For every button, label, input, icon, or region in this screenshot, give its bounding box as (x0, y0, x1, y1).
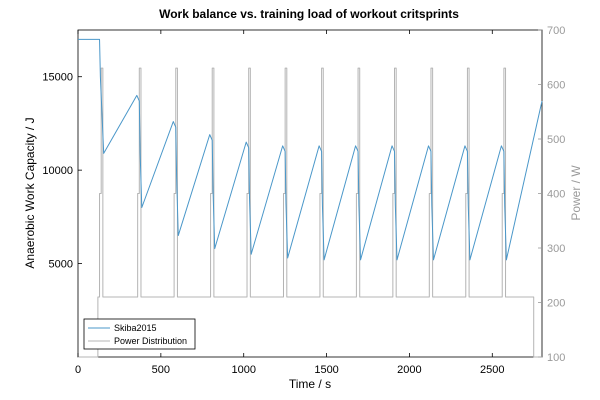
y-tick-label: 15000 (42, 72, 73, 84)
y2-axis-label: Power / W (569, 165, 583, 221)
y-axis-right: 100 200 300 400 500 600 700 (538, 25, 565, 364)
x-axis-label: Time / s (289, 377, 331, 391)
series-line-power-distribution (78, 67, 542, 358)
y-axis-label: Anaerobic Work Capacity / J (23, 117, 37, 268)
y-tick-label: 10000 (42, 165, 73, 177)
plot-frame (77, 29, 543, 358)
x-axis: 0 500 1000 1500 2000 2500 (75, 30, 505, 376)
series-line-skiba2015 (78, 38, 543, 261)
chart-title: Work balance vs. training load of workou… (159, 7, 459, 21)
y-axis-left: 5000 10000 15000 (42, 72, 82, 271)
x-tick-label: 500 (152, 364, 170, 376)
series-layer (78, 38, 543, 358)
y2-tick-label: 300 (547, 243, 565, 255)
x-tick-label: 1500 (314, 364, 338, 376)
legend: Skiba2015 Power Distribution (83, 318, 196, 350)
legend-label-skiba2015: Skiba2015 (114, 323, 157, 333)
legend-box (83, 318, 196, 350)
y2-tick-label: 100 (547, 352, 565, 364)
y-tick-label: 5000 (49, 259, 73, 271)
x-tick-label: 0 (75, 364, 81, 376)
x-tick-label: 2500 (480, 364, 504, 376)
y2-tick-label: 700 (547, 25, 565, 37)
legend-label-power-distribution: Power Distribution (114, 336, 187, 346)
y2-tick-label: 400 (547, 189, 565, 201)
x-tick-label: 2000 (397, 364, 421, 376)
y2-tick-label: 200 (547, 298, 565, 310)
plot-area (77, 29, 543, 358)
x-tick-label: 1000 (231, 364, 255, 376)
y2-tick-label: 500 (547, 134, 565, 146)
y2-tick-label: 600 (547, 80, 565, 92)
